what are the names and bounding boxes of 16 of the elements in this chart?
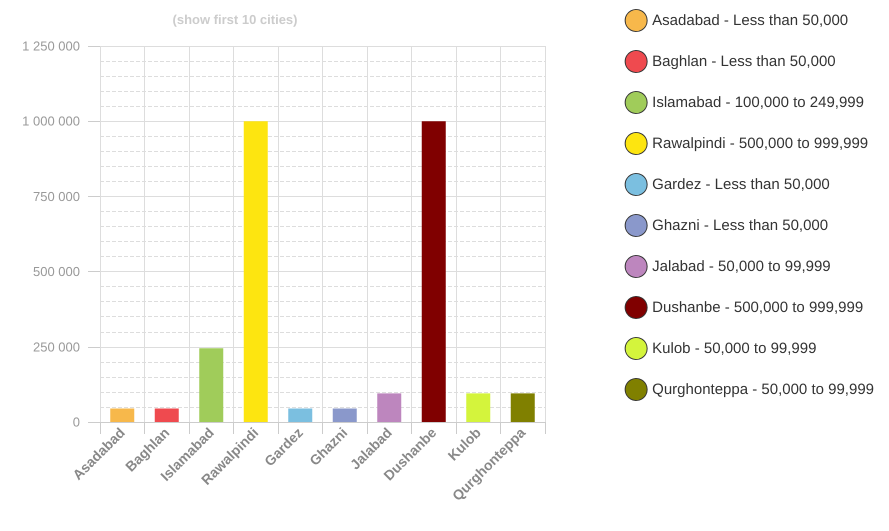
- y-tick-label: 500 000: [33, 264, 80, 280]
- y-tick-label: 1 250 000: [22, 38, 80, 54]
- legend-label: Islamabad - 100,000 to 249,999: [652, 94, 864, 111]
- legend-label: Kulob - 50,000 to 99,999: [652, 340, 816, 357]
- legend-label: Jalabad - 50,000 to 99,999: [652, 258, 831, 275]
- legend-label: Qurghonteppa - 50,000 to 99,999: [652, 381, 874, 398]
- legend-label: Baghlan - Less than 50,000: [652, 53, 836, 70]
- legend-label: Gardez - Less than 50,000: [652, 176, 830, 193]
- y-tick-label: 0: [72, 414, 80, 430]
- legend-label: Ghazni - Less than 50,000: [652, 217, 828, 234]
- y-tick-label: 250 000: [33, 339, 80, 354]
- legend-label: Dushanbe - 500,000 to 999,999: [652, 299, 864, 316]
- legend-label: Asadabad - Less than 50,000: [652, 12, 848, 29]
- legend-label: Rawalpindi - 500,000 to 999,999: [652, 135, 868, 152]
- y-tick-label: 1 000 000: [22, 114, 80, 129]
- y-tick-label: 750 000: [33, 188, 80, 204]
